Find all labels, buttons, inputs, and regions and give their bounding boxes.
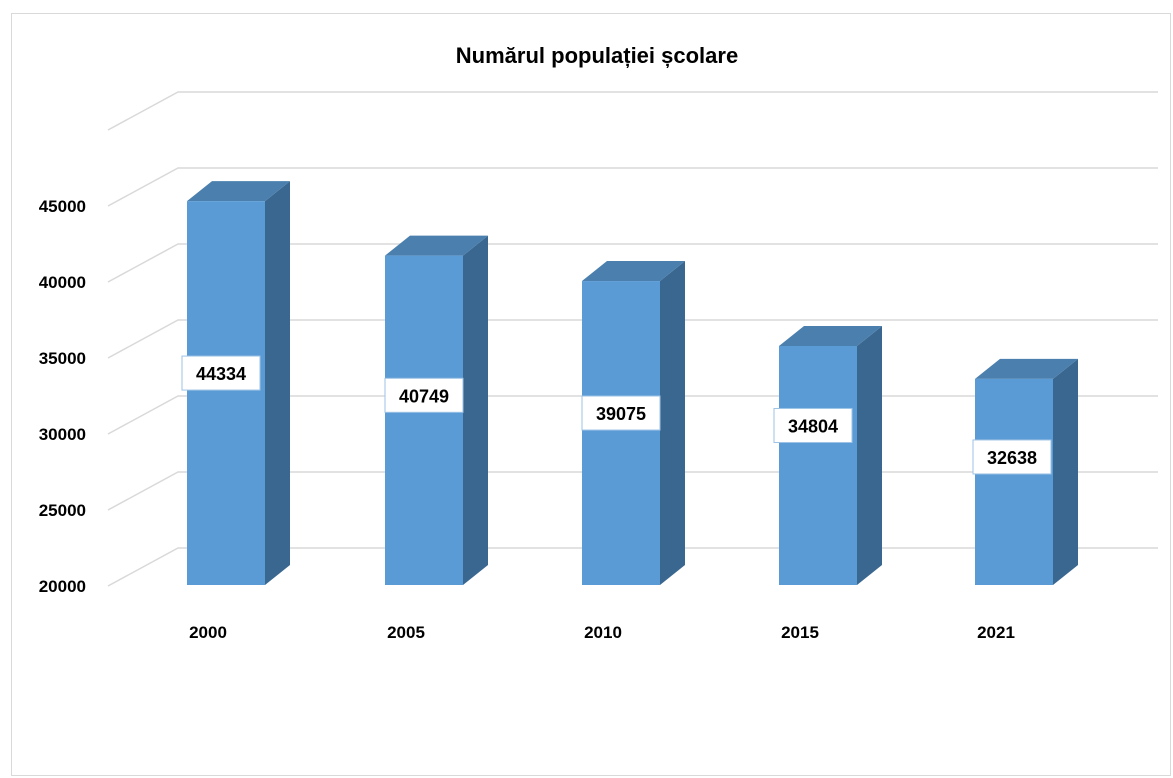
gridline bbox=[107, 319, 1158, 359]
data-label: 32638 bbox=[972, 439, 1052, 475]
x-tick-label: 2010 bbox=[584, 623, 622, 642]
data-label-box bbox=[181, 355, 261, 391]
y-tick-label: 45000 bbox=[39, 197, 86, 216]
bar-side bbox=[463, 235, 488, 585]
axis-ticks: 20000 25000 30000 35000 40000 45000 2000 2005 20… bbox=[39, 197, 1015, 642]
bar-front bbox=[975, 378, 1053, 585]
gridline bbox=[107, 91, 1158, 131]
data-label-text: 32638 bbox=[987, 448, 1037, 468]
bar bbox=[187, 181, 290, 585]
x-tick-label: 2000 bbox=[189, 623, 227, 642]
bar-side bbox=[1053, 358, 1078, 585]
bar bbox=[779, 325, 882, 585]
y-tick-label: 35000 bbox=[39, 349, 86, 368]
data-label-text: 39075 bbox=[596, 404, 646, 424]
data-labels: 44334 40749 39075 34804 32638 bbox=[181, 355, 1052, 475]
data-label-text: 44334 bbox=[196, 364, 246, 384]
y-tick-label: 30000 bbox=[39, 425, 86, 444]
data-label: 34804 bbox=[773, 407, 853, 443]
bars bbox=[187, 181, 1078, 585]
gridline bbox=[107, 167, 1158, 207]
bar-top bbox=[779, 325, 882, 346]
data-label-text: 34804 bbox=[788, 416, 838, 436]
bar-front bbox=[187, 201, 265, 585]
bar-side bbox=[660, 261, 685, 585]
data-label-text: 40749 bbox=[399, 386, 449, 406]
data-label: 39075 bbox=[581, 395, 661, 431]
bar-top bbox=[582, 261, 685, 282]
y-tick-label: 25000 bbox=[39, 501, 86, 520]
bar-side bbox=[265, 181, 290, 585]
bar-top bbox=[975, 358, 1078, 379]
data-label-box bbox=[773, 407, 853, 443]
bar-front bbox=[385, 255, 463, 585]
bar bbox=[385, 235, 488, 585]
bar-top bbox=[385, 235, 488, 256]
bar bbox=[582, 261, 685, 585]
bar-front bbox=[779, 345, 857, 585]
y-tick-label: 40000 bbox=[39, 273, 86, 292]
gridline bbox=[107, 243, 1158, 283]
chart-title: Numărul populației școlare bbox=[456, 43, 738, 68]
data-label: 40749 bbox=[384, 377, 464, 413]
data-label-box bbox=[581, 395, 661, 431]
bar-front bbox=[582, 281, 660, 585]
y-tick-label: 20000 bbox=[39, 577, 86, 596]
bar-side bbox=[857, 325, 882, 585]
data-label-box bbox=[972, 439, 1052, 475]
data-label-box bbox=[384, 377, 464, 413]
bar bbox=[975, 358, 1078, 585]
x-tick-label: 2021 bbox=[977, 623, 1015, 642]
x-tick-label: 2005 bbox=[387, 623, 425, 642]
bar-top bbox=[187, 181, 290, 202]
x-tick-label: 2015 bbox=[781, 623, 819, 642]
data-label: 44334 bbox=[181, 355, 261, 391]
